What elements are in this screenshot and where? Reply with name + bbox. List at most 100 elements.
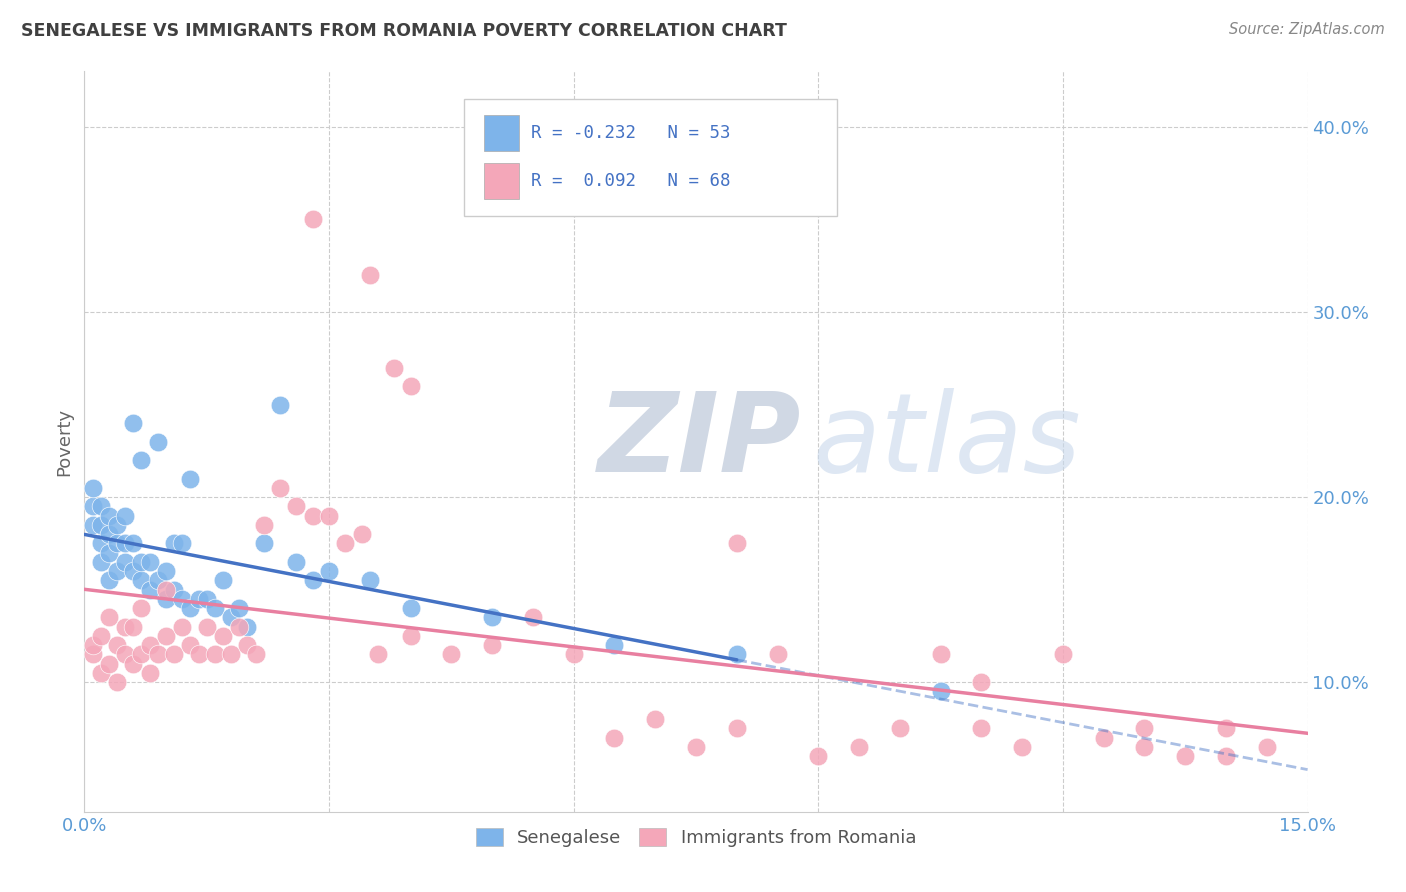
Point [848,739,870,754]
Point [285,555,308,569]
FancyBboxPatch shape [484,115,519,151]
Point [105,536,128,550]
Point [138,638,160,652]
Point [212,574,235,588]
Point [970,675,993,690]
Point [350,527,373,541]
Point [236,619,259,633]
Point [179,601,201,615]
Point [195,619,218,633]
FancyBboxPatch shape [484,163,519,199]
Point [1174,749,1197,764]
Point [172,619,194,633]
Point [228,619,250,633]
Point [766,648,789,662]
Point [195,591,218,606]
Text: ZIP: ZIP [598,388,801,495]
Point [97,545,120,560]
Point [301,508,323,523]
FancyBboxPatch shape [464,99,837,216]
Point [146,648,169,662]
Point [725,722,748,736]
Point [146,574,169,588]
Point [131,555,153,569]
Point [155,582,177,597]
Point [253,536,276,550]
Point [219,610,242,624]
Point [97,574,120,588]
Point [335,536,357,550]
Point [114,619,136,633]
Point [399,379,422,393]
Point [114,648,136,662]
Point [105,564,128,578]
Point [163,536,186,550]
Point [90,517,112,532]
Point [1215,722,1237,736]
Point [131,601,153,615]
Point [97,657,120,671]
Point [889,722,911,736]
Text: Source: ZipAtlas.com: Source: ZipAtlas.com [1229,22,1385,37]
Point [1052,648,1074,662]
Point [146,434,169,449]
Point [301,212,323,227]
Legend: Senegalese, Immigrants from Romania: Senegalese, Immigrants from Romania [468,821,924,855]
Point [236,638,259,652]
Point [82,517,104,532]
Point [122,416,145,430]
Point [172,536,194,550]
Point [105,517,128,532]
Point [90,665,112,680]
Point [1256,739,1278,754]
Point [82,648,104,662]
Point [1011,739,1033,754]
Point [382,360,405,375]
Point [90,629,112,643]
Point [929,684,952,698]
Point [644,712,666,726]
Point [114,536,136,550]
Point [212,629,235,643]
Point [90,555,112,569]
Point [1133,722,1156,736]
Point [122,619,145,633]
Y-axis label: Poverty: Poverty [55,408,73,475]
Point [163,648,186,662]
Point [359,268,381,282]
Text: R = -0.232   N = 53: R = -0.232 N = 53 [531,124,730,142]
Point [228,601,250,615]
Point [725,648,748,662]
Point [318,564,340,578]
Point [603,731,626,745]
Point [155,591,177,606]
Point [399,601,422,615]
Point [179,638,201,652]
Point [187,648,209,662]
Point [97,508,120,523]
Point [725,536,748,550]
Point [138,665,160,680]
Point [131,453,153,467]
Point [929,648,952,662]
Point [219,648,242,662]
Point [155,629,177,643]
Point [301,574,323,588]
Point [481,610,503,624]
Text: R =  0.092   N = 68: R = 0.092 N = 68 [531,172,730,190]
Point [970,722,993,736]
Point [131,574,153,588]
Point [90,500,112,514]
Point [481,638,503,652]
Point [318,508,340,523]
Point [562,648,585,662]
Point [245,648,267,662]
Point [522,610,544,624]
Point [399,629,422,643]
Point [359,574,381,588]
Point [155,564,177,578]
Point [122,536,145,550]
Point [122,564,145,578]
Point [253,517,276,532]
Point [187,591,209,606]
